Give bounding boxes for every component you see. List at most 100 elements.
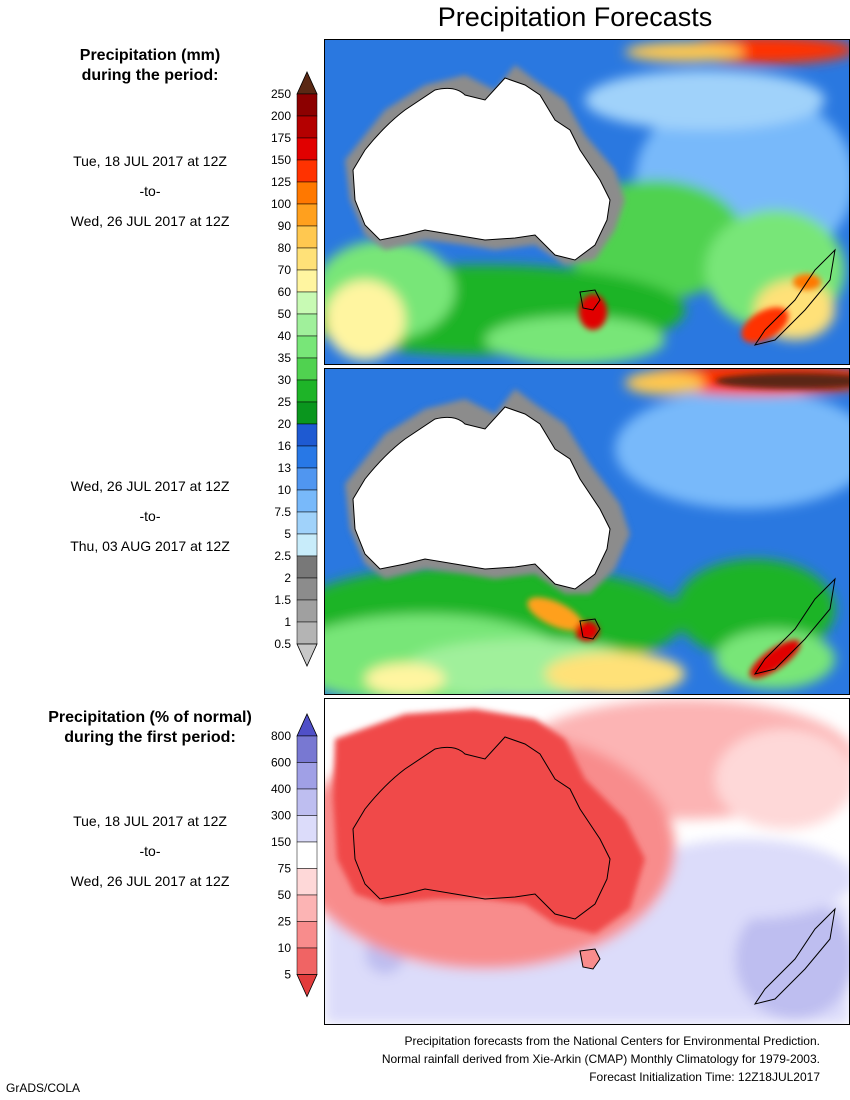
percent-colorbar-tick-label: 400 [271, 782, 291, 796]
forecast-map-period-1 [324, 39, 850, 365]
amount-colorbar-swatch [296, 533, 318, 557]
period-1-sep: -to- [139, 183, 161, 199]
amount-colorbar-tick-label: 175 [271, 131, 291, 145]
amount-colorbar-tick-label: 50 [278, 307, 292, 321]
amount-colorbar-swatch [296, 203, 318, 227]
period-3-sep: -to- [139, 843, 161, 859]
amount-colorbar-swatch [296, 379, 318, 403]
page-title: Precipitation Forecasts [437, 2, 713, 32]
amount-colorbar-swatch [296, 423, 318, 447]
percent-colorbar-tick-label: 150 [271, 835, 291, 849]
percent-colorbar-swatch [296, 947, 318, 975]
amount-colorbar-tick-label: 200 [271, 109, 291, 123]
amount-colorbar-swatch [296, 599, 318, 623]
amount-colorbar-tick-label: 70 [278, 263, 292, 277]
amount-colorbar-swatch [296, 93, 318, 117]
percent-colorbar-tick-label: 800 [271, 729, 291, 743]
period-1-start: Tue, 18 JUL 2017 at 12Z [73, 153, 227, 169]
amount-colorbar-tick-label: 250 [271, 87, 291, 101]
period-1-end: Wed, 26 JUL 2017 at 12Z [70, 213, 230, 229]
percent-legend-heading-line2: during the first period: [64, 729, 236, 746]
period-3-start: Tue, 18 JUL 2017 at 12Z [73, 813, 227, 829]
percent-colorbar-tick-label: 5 [284, 968, 291, 982]
amount-colorbar-swatch-top [296, 71, 318, 95]
amount-colorbar-swatch [296, 555, 318, 579]
credit-label: GrADS/COLA [6, 1081, 81, 1095]
period-3-end: Wed, 26 JUL 2017 at 12Z [70, 873, 230, 889]
period-1-label: Tue, 18 JUL 2017 at 12Z -to- Wed, 26 JUL… [0, 146, 300, 236]
footer-line-1: Precipitation forecasts from the Nationa… [404, 1034, 820, 1048]
footer-line-2: Normal rainfall derived from Xie-Arkin (… [381, 1052, 820, 1066]
percent-legend-heading-line1: Precipitation (% of normal) [48, 709, 252, 726]
amount-colorbar-tick-label: 16 [278, 439, 292, 453]
percent-colorbar-tick-label: 600 [271, 756, 291, 770]
amount-colorbar-tick-label: 60 [278, 285, 292, 299]
amount-colorbar-swatch [296, 137, 318, 161]
percent-colorbar-swatch [296, 762, 318, 790]
amount-colorbar-swatch [296, 181, 318, 205]
amount-colorbar-swatch [296, 313, 318, 337]
amount-colorbar-tick-label: 35 [278, 351, 292, 365]
amount-colorbar-swatch [296, 115, 318, 139]
amount-colorbar-tick-label: 30 [278, 373, 292, 387]
amount-colorbar-swatch [296, 357, 318, 381]
percent-colorbar: 5 10 25 50 75 150 300 400 600 800 [271, 713, 318, 998]
amount-colorbar: 0.5 1 1.5 2 2.5 5 7.5 10 13 16 20 25 30 35 40 50 60 70 80 9… [271, 71, 318, 667]
percent-colorbar-swatch [296, 815, 318, 843]
amount-legend-heading-line2: during the period: [81, 67, 219, 84]
percent-colorbar-tick-label: 50 [278, 888, 292, 902]
percent-colorbar-swatch [296, 868, 318, 896]
amount-colorbar-tick-label: 100 [271, 197, 291, 211]
amount-colorbar-tick-label: 40 [278, 329, 292, 343]
amount-colorbar-tick-label: 2.5 [274, 549, 291, 563]
percent-colorbar-swatch [296, 735, 318, 763]
amount-colorbar-swatch [296, 511, 318, 535]
footer-line-3: Forecast Initialization Time: 12Z18JUL20… [589, 1070, 820, 1084]
footer-notes: Precipitation forecasts from the Nationa… [382, 1032, 820, 1086]
amount-colorbar-tick-label: 25 [278, 395, 292, 409]
percent-colorbar-swatch [296, 841, 318, 869]
amount-legend-heading-line1: Precipitation (mm) [79, 47, 221, 64]
percent-colorbar-tick-label: 300 [271, 809, 291, 823]
amount-colorbar-tick-label: 80 [278, 241, 292, 255]
amount-colorbar-swatch [296, 291, 318, 315]
amount-colorbar-swatch [296, 489, 318, 513]
percent-colorbar-tick-label: 10 [278, 941, 292, 955]
amount-colorbar-swatch [296, 577, 318, 601]
amount-colorbar-swatch [296, 621, 318, 645]
amount-colorbar-tick-label: 7.5 [274, 505, 291, 519]
amount-colorbar-tick-label: 0.5 [274, 637, 291, 651]
percent-colorbar-swatch [296, 894, 318, 922]
amount-colorbar-swatch [296, 269, 318, 293]
amount-colorbar-swatch [296, 467, 318, 491]
amount-colorbar-swatch [296, 445, 318, 469]
amount-colorbar-tick-label: 90 [278, 219, 292, 233]
percent-normal-map [324, 698, 850, 1025]
amount-colorbar-tick-label: 20 [278, 417, 292, 431]
amount-colorbar-swatch [296, 159, 318, 183]
percent-colorbar-swatch [296, 921, 318, 949]
amount-colorbar-tick-label: 2 [284, 571, 291, 585]
amount-colorbar-swatch [296, 401, 318, 425]
forecast-map-period-2 [324, 368, 850, 695]
percent-colorbar-swatch-bottom [296, 974, 318, 998]
amount-colorbar-swatch-bottom [296, 643, 318, 667]
amount-colorbar-tick-label: 5 [284, 527, 291, 541]
amount-colorbar-tick-label: 10 [278, 483, 292, 497]
period-3-label: Tue, 18 JUL 2017 at 12Z -to- Wed, 26 JUL… [0, 806, 300, 896]
period-2-label: Wed, 26 JUL 2017 at 12Z -to- Thu, 03 AUG… [0, 471, 300, 561]
amount-colorbar-tick-label: 1 [284, 615, 291, 629]
period-2-sep: -to- [139, 508, 161, 524]
percent-colorbar-tick-label: 25 [278, 915, 292, 929]
amount-colorbar-swatch [296, 335, 318, 359]
percent-colorbar-swatch [296, 788, 318, 816]
percent-colorbar-tick-label: 75 [278, 862, 292, 876]
amount-colorbar-swatch [296, 225, 318, 249]
amount-colorbar-tick-label: 13 [278, 461, 292, 475]
amount-legend-heading: Precipitation (mm) during the period: [0, 46, 300, 86]
amount-colorbar-tick-label: 150 [271, 153, 291, 167]
percent-colorbar-swatch-top [296, 713, 318, 737]
percent-legend-heading: Precipitation (% of normal) during the f… [0, 708, 300, 748]
amount-colorbar-swatch [296, 247, 318, 271]
period-2-end: Thu, 03 AUG 2017 at 12Z [70, 538, 230, 554]
